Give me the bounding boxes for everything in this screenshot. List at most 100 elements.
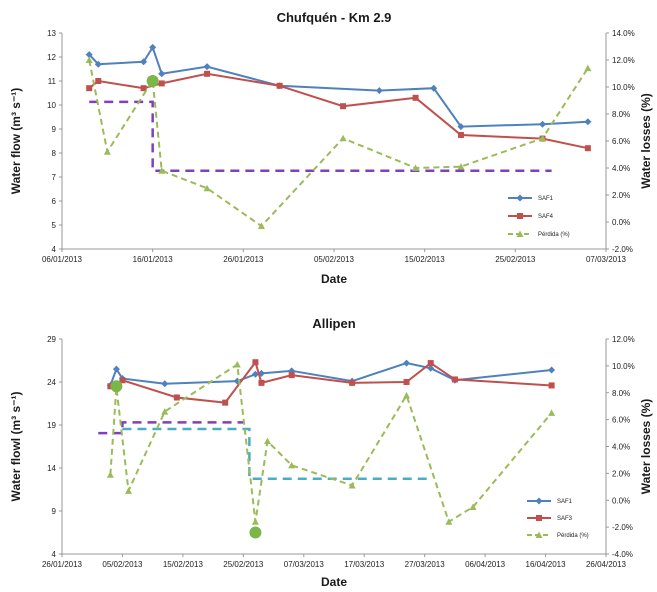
y-tick-label: 9 — [52, 507, 57, 516]
data-point — [106, 471, 114, 478]
data-point — [161, 408, 169, 415]
y2-tick-label: -4.0% — [612, 550, 633, 559]
data-point — [173, 394, 180, 401]
data-point — [86, 85, 93, 92]
y2-tick-label: 10.0% — [612, 362, 635, 371]
y2-tick-label: 4.0% — [612, 164, 630, 173]
data-point — [158, 167, 166, 174]
y-tick-label: 19 — [47, 421, 56, 430]
legend-marker — [516, 194, 524, 202]
data-point — [264, 437, 272, 445]
data-point — [539, 120, 547, 128]
x-tick-label: 16/01/2013 — [133, 255, 174, 264]
data-point — [204, 70, 211, 77]
highlight-point — [146, 75, 159, 87]
x-tick-label: 16/04/2013 — [526, 560, 567, 569]
y2-tick-label: 12.0% — [612, 335, 635, 344]
x-tick-label: 07/03/2013 — [284, 560, 325, 569]
y2-tick-label: 12.0% — [612, 56, 635, 65]
data-point — [252, 359, 259, 366]
data-point — [119, 377, 126, 384]
y2-tick-label: 6.0% — [612, 416, 630, 425]
y2-tick-label: 6.0% — [612, 137, 630, 146]
data-point — [251, 370, 259, 378]
y2-tick-label: 14.0% — [612, 29, 635, 38]
y-tick-label: 4 — [52, 550, 57, 559]
data-point — [412, 164, 420, 171]
y-axis-title: Water flow (m³ s⁻¹) — [9, 88, 23, 195]
data-point — [203, 63, 211, 71]
y-tick-label: 10 — [47, 101, 56, 110]
legend: SAF1 SAF3 Pérdida (%) — [527, 497, 589, 539]
y2-tick-label: 10.0% — [612, 83, 635, 92]
legend-label: SAF1 — [557, 499, 573, 505]
legend-label: SAF1 — [538, 196, 554, 202]
y-axis-title: Water flowl (m³ s⁻¹) — [9, 392, 23, 502]
data-point — [161, 380, 169, 388]
y-tick-label: 5 — [52, 221, 57, 230]
y2-axis-title: Water losses (%) — [639, 399, 653, 495]
data-point — [233, 361, 241, 368]
legend: SAF1 SAF4 Pérdida (%) — [508, 194, 570, 238]
data-point — [403, 359, 411, 367]
y2-tick-label: -2.0% — [612, 245, 633, 254]
data-point — [340, 103, 347, 110]
y-tick-label: 13 — [47, 29, 56, 38]
data-point — [257, 222, 265, 230]
legend-marker — [517, 213, 523, 219]
series-p-rdida — [106, 361, 556, 525]
data-point — [158, 80, 165, 87]
data-point — [158, 70, 166, 78]
data-point — [584, 145, 591, 152]
y-tick-label: 9 — [52, 125, 57, 134]
series-line — [109, 360, 552, 404]
y2-tick-label: 0.0% — [612, 218, 630, 227]
data-point — [548, 409, 556, 416]
data-point — [584, 118, 592, 126]
reference-line-2 — [122, 427, 431, 480]
data-point — [349, 379, 356, 386]
y-tick-label: 7 — [52, 173, 57, 182]
data-point — [94, 60, 102, 68]
y-tick-label: 24 — [47, 378, 56, 387]
legend-marker — [516, 230, 524, 237]
y2-tick-label: 4.0% — [612, 443, 630, 452]
chart-1: Chufquén - Km 2.9 Date Water flow (m³ s⁻¹)… — [9, 10, 653, 286]
data-point — [95, 78, 102, 84]
data-point — [430, 84, 438, 92]
data-point — [427, 360, 434, 367]
legend-label: Pérdida (%) — [538, 232, 570, 238]
data-point — [457, 163, 465, 170]
reference-line-1 — [98, 421, 244, 435]
data-point — [251, 518, 259, 525]
data-point — [584, 64, 592, 72]
data-point — [403, 391, 411, 399]
data-point — [539, 134, 547, 142]
data-point — [288, 461, 296, 469]
data-point — [548, 382, 555, 389]
y2-axis-title: Water losses (%) — [639, 93, 653, 189]
data-point — [85, 51, 93, 59]
x-tick-label: 06/04/2013 — [465, 560, 506, 569]
y-tick-label: 12 — [47, 53, 56, 62]
x-tick-label: 25/02/2013 — [223, 560, 264, 569]
x-tick-label: 06/01/2013 — [42, 255, 83, 264]
data-point — [288, 372, 295, 379]
data-point — [124, 487, 132, 494]
data-point — [276, 82, 283, 89]
data-point — [339, 134, 347, 142]
legend-marker — [535, 531, 543, 538]
y-tick-label: 29 — [47, 335, 56, 344]
x-tick-label: 17/03/2013 — [344, 560, 385, 569]
x-tick-label: 27/03/2013 — [405, 560, 446, 569]
x-tick-label: 26/04/2013 — [586, 560, 627, 569]
series-line — [88, 45, 588, 128]
series-saf3 — [107, 359, 555, 406]
x-tick-label: 05/02/2013 — [102, 560, 143, 569]
y-tick-label: 11 — [48, 77, 57, 86]
x-axis-title: Date — [321, 575, 347, 589]
y2-tick-label: 2.0% — [612, 469, 630, 478]
data-point — [112, 365, 120, 373]
